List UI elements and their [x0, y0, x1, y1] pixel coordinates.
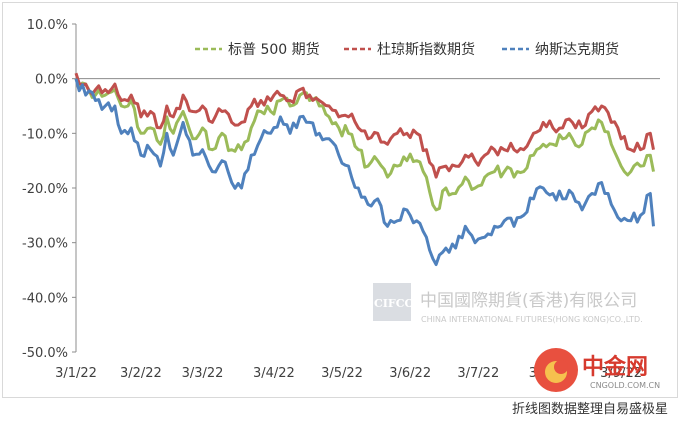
cifco-logo-text: CIFCO [374, 297, 414, 310]
x-tick-label: 3/7/22 [457, 366, 499, 381]
legend-label-nasdaq: 纳斯达克期货 [535, 41, 619, 58]
x-tick-label: 3/2/22 [120, 366, 162, 381]
y-axis-ticks: 10.0% 0.0% -10.0% -20.0% -30.0% -40.0% -50.0% [22, 18, 76, 361]
legend-label-sp500: 标普 500 期货 [228, 41, 320, 58]
series-line-1 [74, 72, 655, 179]
y-tick-label: -20.0% [22, 182, 68, 197]
series-line-2 [74, 78, 655, 266]
watermark-company-en: CHINA INTERNATIONAL FUTURES(HONG KONG)CO… [421, 315, 643, 324]
legend-label-dow: 杜琼斯指数期货 [377, 41, 475, 58]
cngold-domain: CNGOLD.COM.CN [590, 381, 660, 390]
y-tick-label: 10.0% [27, 18, 68, 33]
cifco-watermark: CIFCO 中国國際期貨(香港)有限公司 CHINA INTERNATIONAL… [373, 283, 643, 324]
y-tick-label: -10.0% [22, 127, 68, 142]
y-tick-label: 0.0% [35, 73, 68, 88]
footer-note: 折线图数据整理自易盛极星 [511, 402, 668, 417]
line-chart: 10.0%0.0%-10.0%-20.0%-30.0%-40.0%-50.0% … [22, 18, 660, 392]
x-tick-label: 3/4/22 [253, 366, 295, 381]
x-tick-label: 3/3/22 [182, 366, 224, 381]
y-tick-label: -40.0% [22, 291, 68, 306]
cngold-name: 中金网 [582, 354, 648, 380]
chart-legend: 标普 500 期货 杜琼斯指数期货 纳斯达克期货 [195, 41, 619, 58]
y-tick-label: -50.0% [22, 346, 68, 361]
cifco-logo-box [373, 283, 411, 321]
y-tick-label: -30.0% [22, 237, 68, 252]
watermark-company-cn: 中国國際期貨(香港)有限公司 [420, 291, 637, 311]
x-tick-label: 3/6/22 [389, 366, 431, 381]
series-lines [74, 72, 655, 266]
cngold-logo: 中金网 CNGOLD.COM.CN [534, 348, 660, 392]
x-tick-label: 3/9/22 [600, 366, 642, 381]
x-tick-label: 3/1/22 [55, 366, 97, 381]
x-tick-label: 3/5/22 [321, 366, 363, 381]
series-line-0 [74, 78, 655, 212]
